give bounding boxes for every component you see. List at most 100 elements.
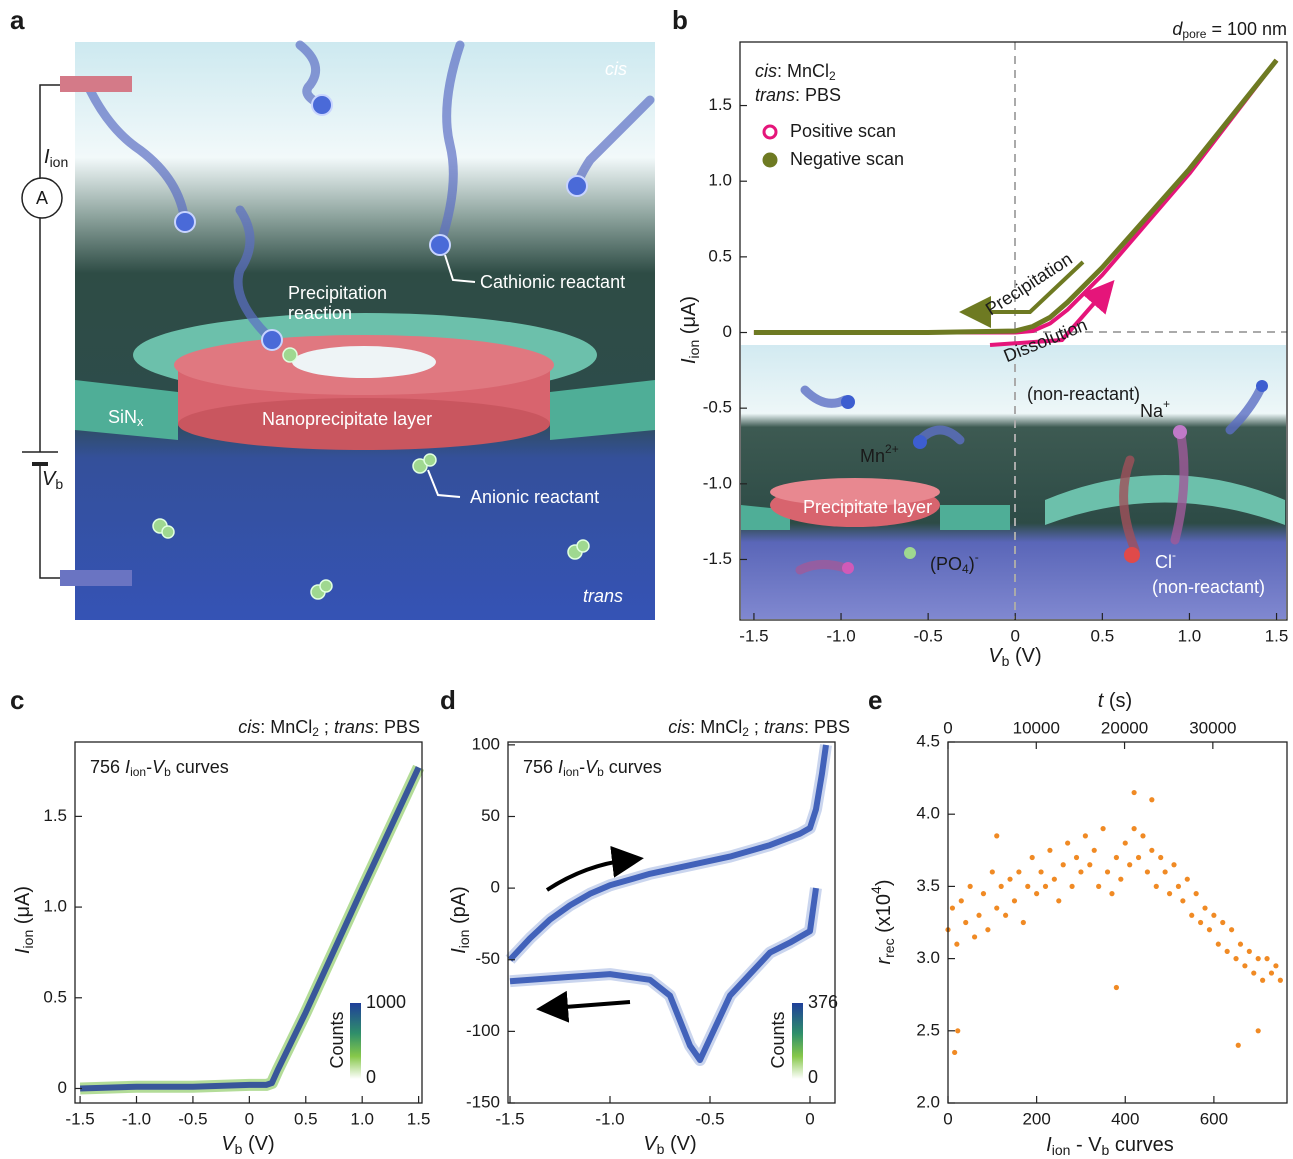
- y-tick-label: 3.5: [916, 876, 940, 895]
- electrode: [60, 76, 132, 92]
- scatter-point: [1220, 920, 1225, 925]
- y-tick-label: 4.0: [916, 804, 940, 823]
- x-tick-label: 1.5: [1265, 626, 1289, 645]
- x2-tick-label: 20000: [1101, 718, 1148, 737]
- x-tick-label: -0.5: [695, 1109, 724, 1128]
- x-tick-label: 0: [805, 1109, 814, 1128]
- x-tick-label: 0: [943, 1109, 952, 1128]
- colorbar-label: 1000: [366, 992, 406, 1012]
- scatter-point: [1185, 877, 1190, 882]
- scatter-point: [1207, 927, 1212, 932]
- label: (non-reactant): [1152, 577, 1265, 597]
- label: cis: [605, 59, 627, 79]
- scatter-point: [1034, 891, 1039, 896]
- plot-frame: [75, 742, 422, 1103]
- y-tick-label: -1.5: [703, 549, 732, 568]
- scatter-point: [972, 934, 977, 939]
- annotation: cis: MnCl2 ; trans: PBS: [668, 717, 850, 739]
- y-tick-label: 0: [491, 878, 500, 897]
- x2-axis-label: t (s): [1098, 690, 1132, 712]
- panel-label: b: [672, 5, 688, 35]
- x-tick-label: 200: [1022, 1109, 1050, 1128]
- scatter-point: [1136, 855, 1141, 860]
- annotation: cis: MnCl2 ; trans: PBS: [238, 717, 420, 739]
- scatter-point: [1092, 848, 1097, 853]
- scatter-point: [1047, 848, 1052, 853]
- x2-tick-label: 0: [943, 718, 952, 737]
- x-tick-label: -1.0: [826, 626, 855, 645]
- label: Iion: [44, 146, 68, 169]
- scatter-point: [1078, 869, 1083, 874]
- x-tick-label: 1.0: [350, 1109, 374, 1128]
- annotation: trans: PBS: [755, 85, 841, 105]
- scatter-point: [1242, 963, 1247, 968]
- scatter-point: [1132, 826, 1137, 831]
- scatter-point: [1012, 898, 1017, 903]
- plot-frame: [948, 742, 1287, 1103]
- scatter-point: [1025, 884, 1030, 889]
- y-axis-label: Iion (pA): [448, 886, 471, 954]
- y-tick-label: -150: [466, 1092, 500, 1111]
- x-tick-label: -1.5: [495, 1109, 524, 1128]
- scatter-point: [1247, 949, 1252, 954]
- x-tick-label: 400: [1111, 1109, 1139, 1128]
- scatter-point: [950, 905, 955, 910]
- scatter-point: [1158, 855, 1163, 860]
- scatter-point: [1030, 855, 1035, 860]
- scatter-point: [1003, 913, 1008, 918]
- colorbar-label: 0: [366, 1067, 376, 1087]
- inset: (non-reactant) Na+ Mn2+ Precipitate laye…: [741, 345, 1286, 619]
- scatter-point: [1149, 848, 1154, 853]
- scatter-point: [1043, 884, 1048, 889]
- label: reaction: [288, 303, 352, 323]
- scatter-point: [1216, 942, 1221, 947]
- y-tick-label: 1.0: [708, 171, 732, 190]
- x-tick-label: 0: [245, 1109, 254, 1128]
- x-tick-label: 0.5: [294, 1109, 318, 1128]
- y-tick-label: 4.5: [916, 731, 940, 750]
- colorbar-label: 0: [808, 1067, 818, 1087]
- y-tick-label: 0: [723, 322, 732, 341]
- label: Vb: [42, 468, 63, 491]
- scatter-point: [1189, 913, 1194, 918]
- legend-marker: [764, 126, 776, 138]
- scatter-point: [1238, 942, 1243, 947]
- scatter-point: [1087, 862, 1092, 867]
- scatter-point: [1127, 862, 1132, 867]
- scatter-point: [1007, 877, 1012, 882]
- x-axis-label: Vb (V): [221, 1133, 274, 1156]
- scatter-point: [1065, 840, 1070, 845]
- scatter-point: [1114, 985, 1119, 990]
- x-tick-label: -1.5: [65, 1109, 94, 1128]
- x2-tick-label: 30000: [1189, 718, 1236, 737]
- x-tick-label: 1.5: [407, 1109, 431, 1128]
- colorbar: [350, 1003, 361, 1079]
- x-tick-label: 0: [1011, 626, 1020, 645]
- x-tick-label: 1.0: [1178, 626, 1202, 645]
- y-tick-label: 100: [472, 734, 500, 753]
- y-tick-label: 1.0: [43, 897, 67, 916]
- scatter-point: [1225, 949, 1230, 954]
- scatter-point: [985, 927, 990, 932]
- scatter-point: [952, 1050, 957, 1055]
- y-axis-label: Iion (μA): [12, 886, 35, 954]
- annotation: 756 Iion-Vb curves: [523, 757, 662, 779]
- scatter-point: [1154, 884, 1159, 889]
- y-tick-label: 1.5: [708, 95, 732, 114]
- x-tick-label: -1.0: [122, 1109, 151, 1128]
- scatter-point: [994, 905, 999, 910]
- label: Nanoprecipitate layer: [262, 409, 432, 429]
- label: (non-reactant): [1027, 384, 1140, 404]
- scatter-point: [999, 884, 1004, 889]
- x-tick-label: -1.0: [595, 1109, 624, 1128]
- colorbar-title: Counts: [768, 1011, 788, 1068]
- scatter-point: [1229, 927, 1234, 932]
- scatter-point: [1016, 869, 1021, 874]
- y-tick-label: 2.0: [916, 1092, 940, 1111]
- y-tick-label: 1.5: [43, 806, 67, 825]
- density-halo: [80, 767, 419, 1088]
- scatter-point: [1202, 905, 1207, 910]
- panel-label: a: [10, 5, 25, 35]
- scatter-point: [1176, 884, 1181, 889]
- scatter-point: [1167, 891, 1172, 896]
